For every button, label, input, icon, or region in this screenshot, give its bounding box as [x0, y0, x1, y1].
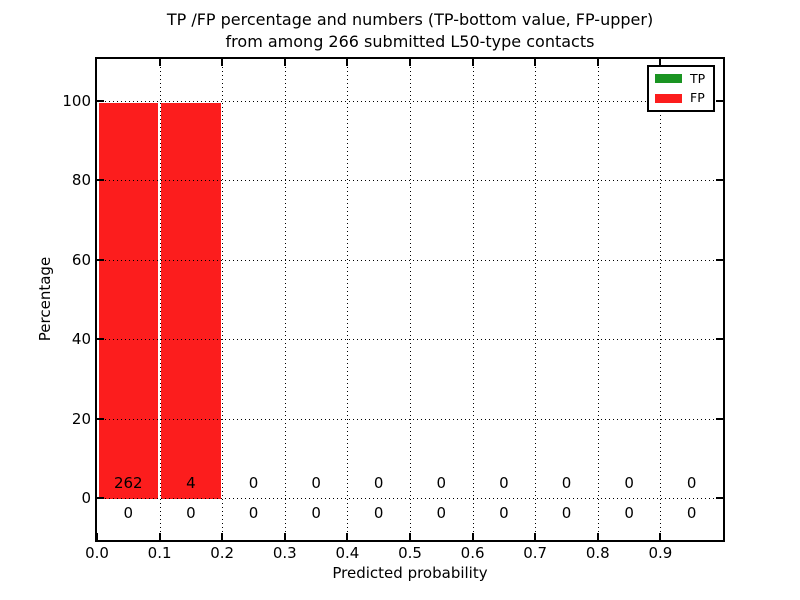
x-tick-mark	[659, 59, 661, 66]
chart-title-line1: TP /FP percentage and numbers (TP-bottom…	[166, 10, 654, 29]
vertical-gridline	[660, 59, 661, 540]
y-tick-mark	[97, 418, 104, 420]
count-label-fp: 0	[686, 474, 697, 492]
x-tick-mark	[284, 59, 286, 66]
vertical-gridline	[160, 59, 161, 540]
chart-title: TP /FP percentage and numbers (TP-bottom…	[97, 9, 723, 53]
tp-color-swatch-icon	[655, 74, 682, 84]
bar-segment-fp	[161, 103, 221, 499]
y-tick-label: 40	[71, 330, 91, 349]
x-tick-label: 0.3	[272, 544, 297, 562]
count-label-tp: 0	[248, 504, 259, 522]
count-label-tp: 0	[311, 504, 321, 522]
legend-item-tp: TP	[649, 71, 713, 87]
vertical-gridline	[598, 59, 599, 540]
vertical-gridline	[285, 59, 286, 540]
y-tick-mark	[716, 259, 723, 261]
legend-label-tp: TP	[690, 70, 706, 86]
count-label-tp: 0	[436, 504, 447, 522]
x-tick-label: 0.1	[147, 544, 172, 562]
count-label-fp: 0	[311, 474, 321, 492]
y-tick-mark	[716, 338, 723, 340]
count-label-fp: 0	[561, 474, 572, 492]
count-label-fp: 0	[248, 474, 259, 492]
y-tick-mark	[716, 100, 723, 102]
x-tick-label: 0.2	[210, 544, 235, 562]
y-tick-label: 100	[62, 92, 91, 110]
fp-color-swatch-icon	[655, 93, 682, 103]
x-tick-mark	[472, 59, 474, 66]
x-tick-mark	[284, 533, 286, 540]
x-tick-label: 0.6	[460, 544, 485, 562]
x-tick-mark	[597, 59, 599, 66]
x-tick-mark	[159, 59, 161, 66]
vertical-gridline	[535, 59, 536, 540]
legend-item-fp: FP	[649, 90, 713, 106]
x-tick-mark	[659, 533, 661, 540]
y-tick-mark	[716, 497, 723, 499]
x-tick-label: 0.7	[523, 544, 548, 562]
chart-title-line2: from among 266 submitted L50-type contac…	[225, 32, 595, 51]
x-tick-label: 0.8	[585, 544, 610, 562]
y-tick-label: 80	[71, 171, 91, 190]
y-tick-mark	[97, 259, 104, 261]
count-label-fp: 0	[499, 474, 509, 492]
x-tick-mark	[221, 59, 223, 66]
vertical-gridline	[473, 59, 474, 540]
x-tick-label: 0.9	[648, 544, 673, 562]
x-tick-mark	[409, 59, 411, 66]
vertical-gridline	[222, 59, 223, 540]
x-tick-mark	[534, 533, 536, 540]
y-tick-mark	[97, 100, 104, 102]
count-label-tp: 0	[123, 504, 134, 522]
x-tick-mark	[534, 59, 536, 66]
x-tick-mark	[409, 533, 411, 540]
y-axis-label: Percentage	[36, 256, 54, 342]
count-label-fp: 0	[436, 474, 447, 492]
x-tick-mark	[221, 533, 223, 540]
y-tick-mark	[97, 338, 104, 340]
x-tick-mark	[159, 533, 161, 540]
vertical-gridline	[410, 59, 411, 540]
y-tick-mark	[716, 179, 723, 181]
y-tick-label: 20	[71, 409, 91, 428]
y-tick-label: 0	[81, 489, 91, 507]
count-label-fp: 4	[186, 474, 196, 492]
count-label-tp: 0	[499, 504, 509, 522]
bar-segment-fp	[98, 103, 159, 499]
y-tick-mark	[716, 418, 723, 420]
count-label-fp: 262	[113, 474, 143, 492]
x-tick-label: 0.0	[85, 544, 109, 562]
y-tick-mark	[97, 179, 104, 181]
x-tick-mark	[96, 533, 98, 540]
count-label-fp: 0	[624, 474, 634, 492]
count-label-tp: 0	[561, 504, 572, 522]
count-label-tp: 0	[686, 504, 697, 522]
x-tick-mark	[346, 533, 348, 540]
count-label-tp: 0	[373, 504, 384, 522]
x-tick-mark	[472, 533, 474, 540]
x-axis-label: Predicted probability	[332, 564, 488, 582]
count-label-tp: 0	[186, 504, 196, 522]
count-label-tp: 0	[624, 504, 634, 522]
x-tick-label: 0.5	[398, 544, 422, 562]
legend: TP FP	[647, 65, 715, 112]
count-label-fp: 0	[373, 474, 384, 492]
vertical-gridline	[347, 59, 348, 540]
x-tick-mark	[346, 59, 348, 66]
y-tick-mark	[97, 497, 104, 499]
x-tick-label: 0.4	[335, 544, 360, 562]
x-tick-mark	[597, 533, 599, 540]
y-tick-label: 60	[71, 250, 91, 269]
legend-label-fp: FP	[690, 90, 705, 106]
